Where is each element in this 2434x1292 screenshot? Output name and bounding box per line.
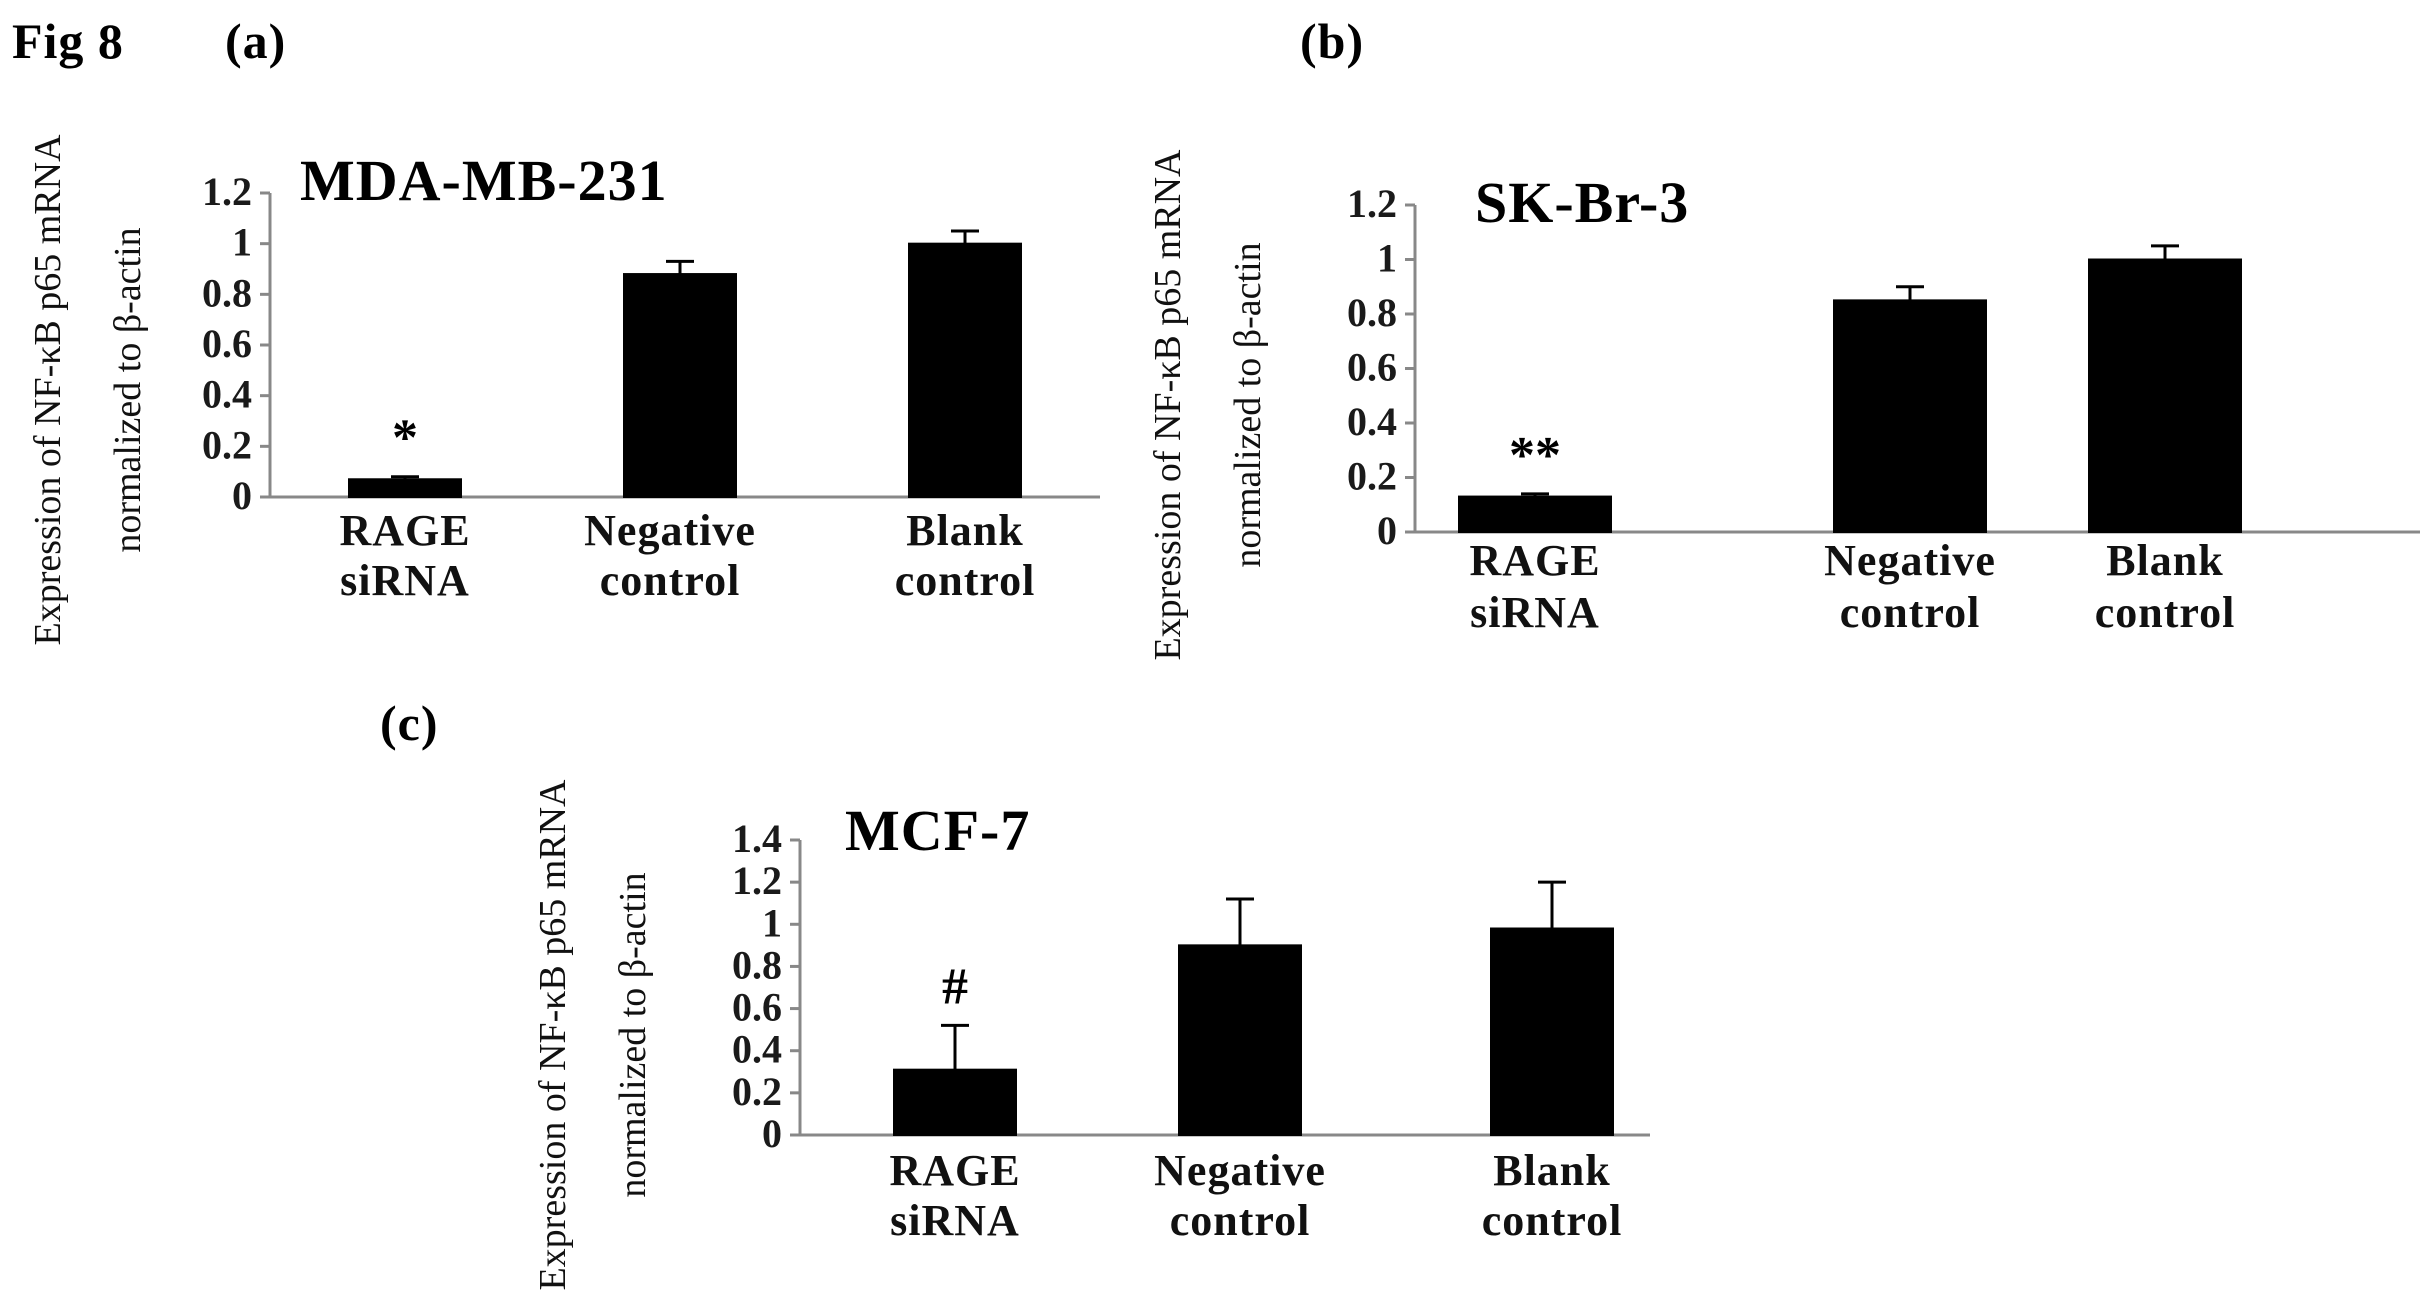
x-tick-label: Negative [1824, 536, 1996, 585]
y-tick-label: 0.4 [732, 1027, 782, 1072]
x-tick-label: Blank [906, 506, 1024, 555]
figure-label: Fig 8 [12, 13, 124, 69]
x-tick-label: siRNA [890, 1196, 1020, 1245]
y-tick-label: 0.2 [1347, 454, 1397, 499]
y-tick-label: 0.4 [1347, 399, 1397, 444]
x-tick-label: Blank [2106, 536, 2224, 585]
y-tick-label: 0.6 [1347, 345, 1397, 390]
y-tick-label: 0.4 [202, 372, 252, 417]
x-tick-label: control [1840, 588, 1981, 637]
charts-container: (a) MDA-MB-231 Expression of NF-κB p65 mRN… [27, 13, 2420, 1291]
bar [893, 1068, 1017, 1137]
y-axis-label-line1: Expression of NF-κB p65 mRNA [532, 779, 574, 1291]
bar [1833, 299, 1987, 533]
chart-panel-1: (b) SK-Br-3 Expression of NF-κB p65 mRNA no… [1147, 13, 2420, 661]
y-tick-label: 0 [762, 1111, 782, 1156]
significance-marker: * [392, 410, 418, 467]
panel-label: (b) [1300, 13, 1364, 69]
y-tick-label: 1 [1377, 236, 1397, 281]
significance-marker: ** [1509, 427, 1561, 484]
y-axis-label-line2: normalized to β-actin [107, 227, 149, 552]
y-tick-label: 0.2 [202, 422, 252, 467]
y-tick-label: 1.2 [202, 169, 252, 214]
y-tick-label: 0.6 [202, 321, 252, 366]
y-tick-label: 1 [232, 220, 252, 265]
y-tick-label: 1.2 [732, 858, 782, 903]
x-tick-label: control [1482, 1196, 1623, 1245]
x-tick-label: control [895, 556, 1036, 605]
x-tick-label: RAGE [1469, 536, 1600, 585]
y-tick-label: 0.8 [732, 942, 782, 987]
y-tick-label: 0.8 [1347, 290, 1397, 335]
x-tick-label: control [600, 556, 741, 605]
x-tick-label: siRNA [340, 556, 470, 605]
y-tick-label: 0 [232, 473, 252, 518]
chart-panel-0: (a) MDA-MB-231 Expression of NF-κB p65 mRN… [27, 13, 1100, 646]
chart-title: MDA-MB-231 [300, 148, 668, 213]
y-tick-label: 0.2 [732, 1069, 782, 1114]
x-tick-label: control [1170, 1196, 1311, 1245]
chart-title: MCF-7 [845, 798, 1030, 863]
y-tick-label: 0.6 [732, 985, 782, 1030]
bar [2088, 258, 2242, 533]
significance-marker: # [942, 958, 968, 1015]
x-tick-label: RAGE [339, 506, 470, 555]
y-tick-label: 0 [1377, 508, 1397, 553]
panel-label: (c) [380, 695, 439, 751]
y-axis-label-line2: normalized to β-actin [612, 872, 654, 1197]
bar [1490, 927, 1614, 1136]
y-axis-label-line1: Expression of NF-κB p65 mRNA [1147, 149, 1189, 661]
x-tick-label: RAGE [889, 1146, 1020, 1195]
chart-title: SK-Br-3 [1475, 170, 1689, 235]
bar [1458, 495, 1612, 534]
y-axis-label-line1: Expression of NF-κB p65 mRNA [27, 134, 69, 646]
bar [623, 273, 737, 499]
bar [348, 478, 462, 498]
x-tick-label: siRNA [1470, 588, 1600, 637]
x-tick-label: Negative [584, 506, 756, 555]
y-axis-label-line2: normalized to β-actin [1227, 242, 1269, 567]
y-tick-label: 1.2 [1347, 181, 1397, 226]
chart-panel-2: (c) MCF-7 Expression of NF-κB p65 mRNA norm… [380, 695, 1650, 1291]
bar [1178, 944, 1302, 1136]
panel-label: (a) [225, 13, 286, 69]
y-tick-label: 0.8 [202, 270, 252, 315]
y-tick-label: 1.4 [732, 816, 782, 861]
bar [908, 242, 1022, 498]
y-tick-label: 1 [762, 900, 782, 945]
x-tick-label: control [2095, 588, 2236, 637]
x-tick-label: Blank [1493, 1146, 1611, 1195]
x-tick-label: Negative [1154, 1146, 1326, 1195]
